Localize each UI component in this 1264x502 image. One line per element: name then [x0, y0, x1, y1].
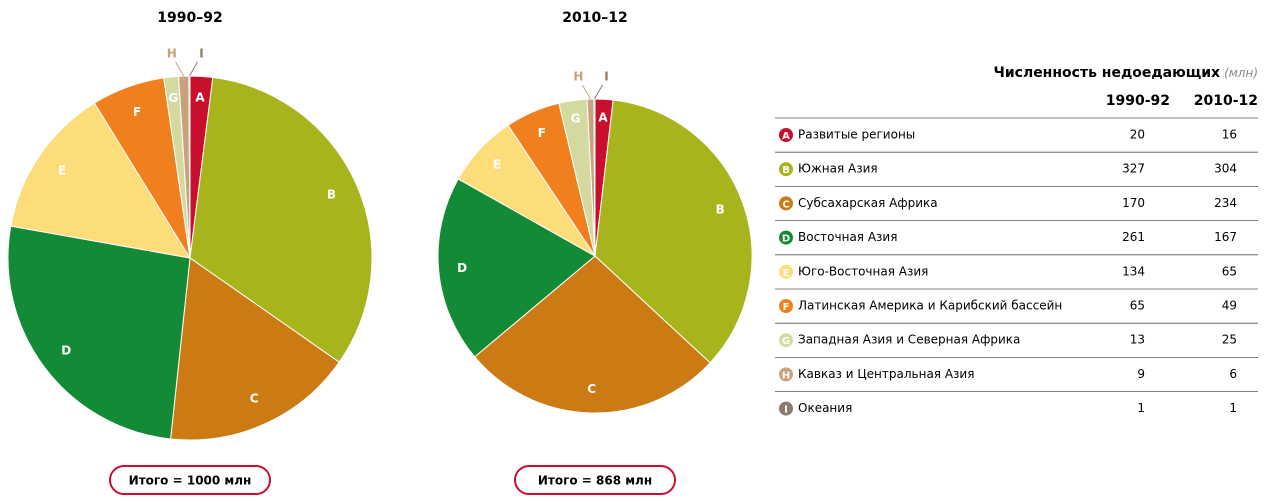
- column-header: 1990-92: [1106, 93, 1170, 109]
- legend-icon-letter: E: [783, 268, 790, 279]
- row-name: Океания: [798, 401, 852, 415]
- slice-label: E: [493, 158, 501, 172]
- leader-line: [188, 61, 198, 77]
- table-title-group: Численность недоедающих (млн): [994, 65, 1258, 81]
- row-name: Восточная Азия: [798, 230, 897, 244]
- legend-icon: [779, 299, 793, 313]
- legend-icon: [779, 128, 793, 142]
- pie-slice: [594, 99, 753, 364]
- row-name: Западная Азия и Северная Африка: [798, 333, 1020, 347]
- cell-value: 167: [1214, 230, 1237, 244]
- legend-icon: [779, 367, 793, 382]
- pie-slice: [170, 257, 340, 441]
- cell-value: 1: [1229, 401, 1237, 415]
- total-box: [514, 465, 676, 495]
- legend-icon: [779, 333, 793, 348]
- legend-icon-letter: D: [782, 234, 790, 245]
- legend-icon-letter: G: [782, 336, 790, 347]
- cell-value: 327: [1122, 162, 1145, 176]
- legend-icon-letter: C: [782, 199, 789, 210]
- slice-label: G: [571, 112, 581, 126]
- legend-icon-letter: F: [783, 302, 790, 313]
- legend-icon: [779, 401, 793, 416]
- table-unit: (млн): [1224, 66, 1258, 80]
- row-name: Субсахарская Африка: [798, 196, 938, 210]
- slice-label: F: [538, 126, 546, 140]
- leader-line: [582, 84, 591, 100]
- pie-slice: [7, 225, 191, 440]
- slice-label: I: [604, 70, 608, 84]
- legend-icon-letter: I: [784, 405, 788, 416]
- row-name: Латинская Америка и Карибский бассейн: [798, 299, 1062, 313]
- pie-slice: [10, 102, 192, 259]
- slice-label: C: [587, 382, 596, 396]
- cell-value: 261: [1122, 230, 1145, 244]
- cell-value: 13: [1130, 333, 1145, 347]
- slice-label: B: [716, 202, 725, 216]
- cell-value: 6: [1229, 367, 1237, 381]
- cell-value: 65: [1130, 299, 1145, 313]
- cell-value: 20: [1130, 128, 1145, 142]
- cell-value: 65: [1222, 264, 1237, 278]
- slice-label: H: [573, 70, 583, 84]
- slice-label: H: [167, 47, 177, 61]
- row-name: Кавказ и Центральная Азия: [798, 367, 974, 381]
- slice-label: G: [168, 91, 178, 105]
- row-name: Южная Азия: [798, 162, 878, 176]
- slice-label: F: [133, 105, 141, 119]
- legend-icon: [779, 162, 793, 177]
- pie-slice: [437, 178, 596, 358]
- cell-value: 304: [1214, 162, 1237, 176]
- slice-label: B: [327, 188, 336, 202]
- row-name: Юго-Восточная Азия: [798, 264, 928, 278]
- cell-value: 234: [1214, 196, 1237, 210]
- legend-icon: [779, 264, 793, 279]
- legend-icon-letter: H: [782, 370, 790, 381]
- cell-value: 49: [1222, 299, 1237, 313]
- cell-value: 1: [1137, 401, 1145, 415]
- pie-slice: [189, 76, 373, 363]
- legend-icon-letter: A: [782, 131, 790, 142]
- cell-value: 134: [1122, 264, 1145, 278]
- total-label: Итого = 1000 млн: [129, 474, 252, 488]
- pie-title: 1990–92: [157, 10, 222, 26]
- slice-label: D: [61, 343, 71, 357]
- cell-value: 25: [1222, 333, 1237, 347]
- table-title: Численность недоедающих: [994, 65, 1221, 81]
- pie-title: 2010–12: [562, 10, 627, 26]
- cell-value: 170: [1122, 196, 1145, 210]
- legend-icon-letter: B: [782, 165, 790, 176]
- slice-label: A: [195, 91, 205, 105]
- column-header: 2010-12: [1194, 93, 1258, 109]
- row-name: Развитые регионы: [798, 128, 915, 142]
- legend-icon: [779, 230, 793, 245]
- pie-slice: [473, 255, 711, 414]
- leader-line: [175, 61, 185, 77]
- slice-label: E: [58, 164, 66, 178]
- total-label: Итого = 868 млн: [538, 474, 652, 488]
- slice-label: C: [250, 391, 259, 405]
- slice-label: A: [598, 111, 608, 125]
- leader-line: [593, 84, 603, 100]
- slice-label: I: [199, 47, 203, 61]
- cell-value: 16: [1222, 128, 1237, 142]
- total-box: [109, 465, 271, 495]
- legend-icon: [779, 196, 793, 211]
- slice-label: D: [457, 261, 467, 275]
- cell-value: 9: [1137, 367, 1145, 381]
